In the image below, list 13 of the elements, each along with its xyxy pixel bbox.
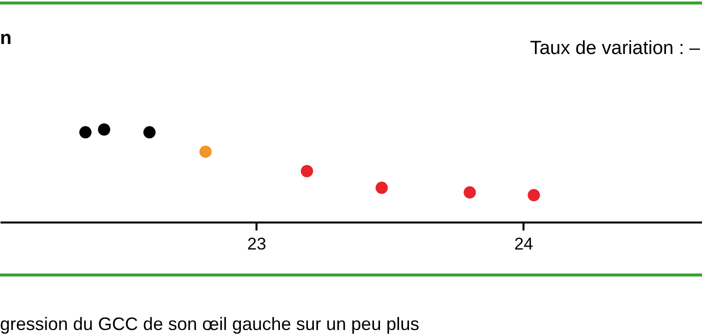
x-tick-label: 24	[514, 234, 534, 254]
point	[143, 126, 156, 138]
point	[528, 189, 540, 202]
point	[376, 182, 388, 194]
point	[199, 146, 212, 158]
text: n	[0, 28, 12, 49]
text: gression du GCC de son œil gauche sur un peu plus	[0, 314, 420, 334]
point	[98, 123, 110, 136]
point	[464, 186, 476, 199]
x-tick-label: 23	[247, 234, 266, 254]
text: Taux de variation : –	[530, 38, 700, 59]
point	[79, 126, 92, 138]
point	[300, 165, 314, 178]
